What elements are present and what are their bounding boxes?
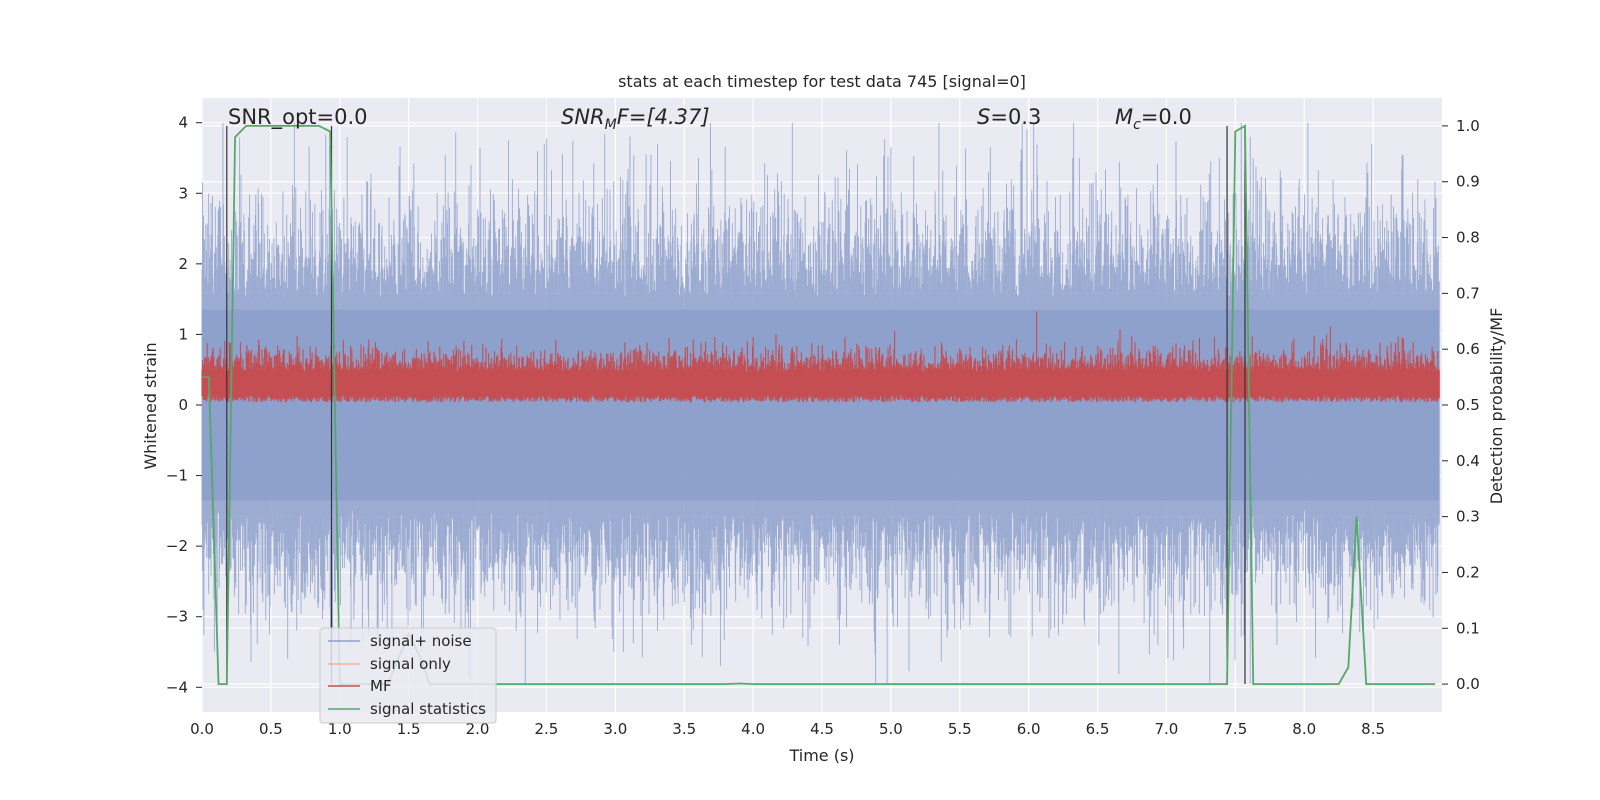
tick-labels: 0.0 0.5 1.0 1.5 2.0 2.5 3.0 3.5 4.0 4.5 5.0 5.5 6.0 6…: [166, 114, 1480, 738]
x-tick-label: 5.0: [879, 720, 903, 738]
annotation-mc: Mc=0.0: [1115, 105, 1192, 133]
annotation-snr-opt: SNR_opt=0.0: [228, 105, 368, 130]
x-tick-label: 1.5: [397, 720, 421, 738]
y-axis-label-left: Whitened strain: [141, 342, 160, 469]
legend-box: [319, 627, 497, 724]
chart-title: stats at each timestep for test data 745…: [618, 72, 1026, 91]
y-tick-label-right: 0.7: [1456, 284, 1480, 302]
x-tick-label: 4.5: [810, 720, 834, 738]
y-tick-label-left: −3: [166, 608, 188, 626]
y-tick-label-right: 0.8: [1456, 229, 1480, 247]
y-tick-label-left: 0: [178, 396, 188, 414]
series-signal-statistics: [202, 124, 1436, 685]
x-tick-label: 8.0: [1292, 720, 1316, 738]
x-axis-label: Time (s): [788, 746, 854, 765]
x-tick-label: 1.0: [328, 720, 352, 738]
x-tick-label: 3.5: [672, 720, 696, 738]
x-tick-label: 7.0: [1155, 720, 1179, 738]
annotation-s: S=0.3: [977, 105, 1041, 129]
x-tick-label: 7.5: [1223, 720, 1247, 738]
series-core-signal-noise: [202, 309, 1440, 501]
y-tick-label-right: 0.1: [1456, 619, 1480, 637]
y-axis-label-right: Detection probability/MF: [1487, 308, 1506, 505]
legend: signal+ noise signal only MF signal stat…: [319, 627, 497, 724]
y-tick-label-left: −1: [166, 467, 188, 485]
y-tick-label-left: −2: [166, 537, 188, 555]
y-tick-label-right: 0.9: [1456, 173, 1480, 191]
y-tick-label-right: 0.4: [1456, 452, 1480, 470]
y-tick-label-right: 0.6: [1456, 340, 1480, 358]
series-line-signal-statistics: [202, 124, 1436, 685]
x-tick-label: 0.0: [190, 720, 214, 738]
y-tick-label-left: 3: [178, 184, 188, 202]
annotation-snr-mf: SNRMF=[4.37]: [561, 105, 710, 133]
x-tick-label: 6.5: [1086, 720, 1110, 738]
series-mf: [201, 311, 1440, 403]
y-tick-label-right: 0.3: [1456, 508, 1480, 526]
x-tick-label: 2.0: [466, 720, 490, 738]
x-tick-label: 3.0: [603, 720, 627, 738]
series-line-mf: [201, 311, 1440, 403]
y-tick-label-right: 0.0: [1456, 675, 1480, 693]
x-tick-label: 4.0: [741, 720, 765, 738]
legend-label-signal-statistics: signal statistics: [370, 700, 486, 718]
x-tick-label: 5.5: [948, 720, 972, 738]
y-tick-label-left: 2: [178, 255, 188, 273]
y-tick-label-right: 1.0: [1456, 117, 1480, 135]
y-tick-label-left: 4: [178, 114, 188, 132]
x-tick-label: 6.0: [1017, 720, 1041, 738]
y-tick-label-left: −4: [166, 678, 188, 696]
legend-label-signal-only: signal only: [370, 655, 451, 673]
legend-label-signal-noise: signal+ noise: [370, 632, 472, 650]
x-tick-label: 8.5: [1361, 720, 1385, 738]
y-tick-label-right: 0.5: [1456, 396, 1480, 414]
x-tick-label: 2.5: [535, 720, 559, 738]
y-tick-label-right: 0.2: [1456, 563, 1480, 581]
legend-label-mf: MF: [370, 677, 392, 695]
x-tick-label: 0.5: [259, 720, 283, 738]
y-tick-label-left: 1: [178, 325, 188, 343]
